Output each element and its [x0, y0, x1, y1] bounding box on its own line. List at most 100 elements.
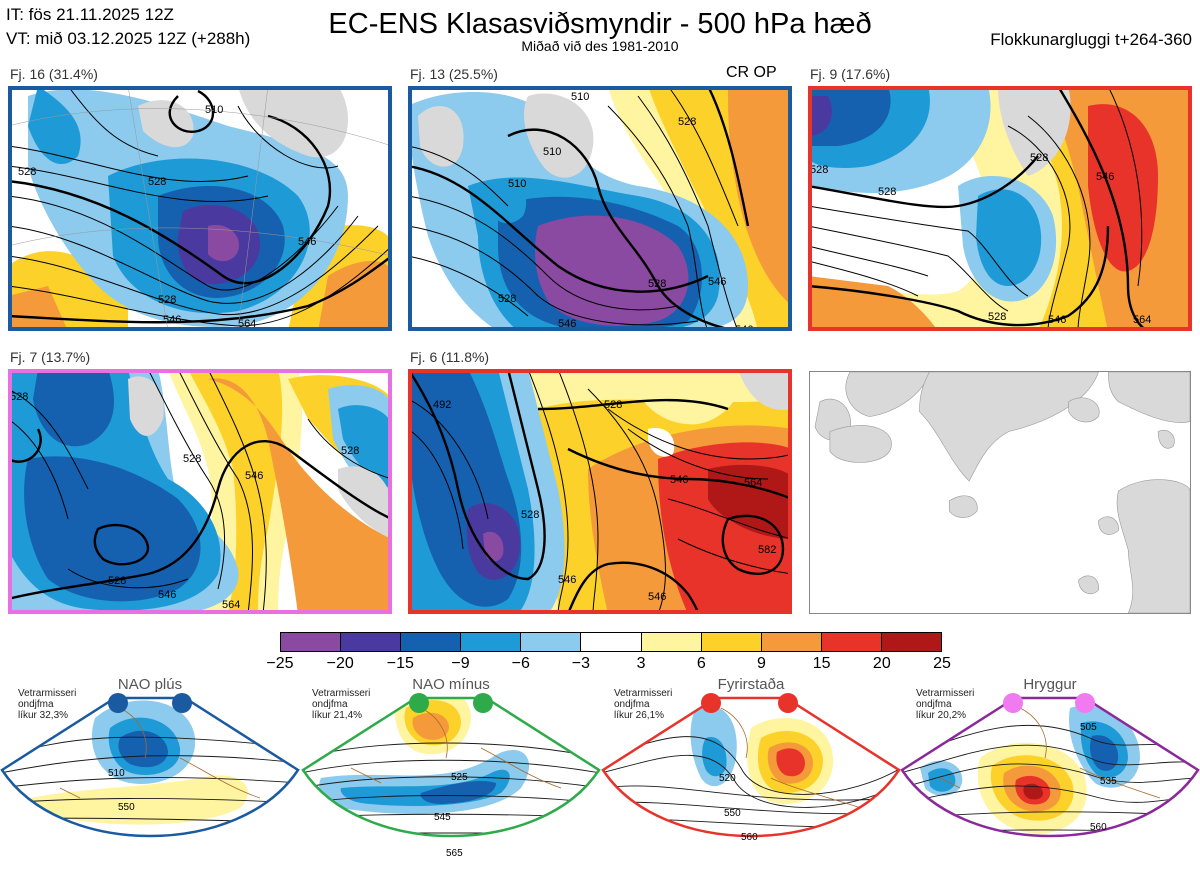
contour-label: 510	[571, 91, 590, 103]
contour-label: 546	[708, 276, 727, 288]
contour-label: 510	[108, 768, 125, 779]
page-subtitle: Miðað við des 1981-2010	[521, 38, 679, 54]
panel-4-label: Fj. 7 (13.7%)	[10, 349, 91, 365]
colorbar-tick-label: 25	[933, 655, 951, 672]
contour-label: 525	[451, 772, 468, 783]
colorbar-swatch	[821, 633, 882, 651]
colorbar-swatch	[281, 633, 342, 651]
contour-label: 528	[678, 116, 697, 128]
regime-ridge: 505 535 560	[900, 678, 1200, 878]
contour-label: 564	[222, 599, 241, 611]
colorbar-tick-label: −15	[386, 655, 414, 672]
panel-2-label: Fj. 13 (25.5%)	[410, 66, 498, 82]
cluster-map-1: 528 528 510 528 546 546 564	[8, 86, 392, 331]
contour-label: 546	[1048, 314, 1067, 326]
contour-label: 528	[648, 278, 667, 290]
colorbar-swatch	[461, 633, 522, 651]
colorbar-tick-label: 20	[872, 655, 891, 672]
colorbar-tick-label: 3	[636, 655, 646, 672]
page-title: EC-ENS Klasasviðsmyndir - 500 hPa hæð	[328, 8, 872, 40]
contour-label: 528	[521, 509, 540, 521]
contour-label: 546	[648, 591, 667, 603]
contour-label: 535	[1100, 776, 1117, 787]
contour-label: 528	[18, 166, 37, 178]
cluster-5-frame	[408, 369, 792, 614]
regime-title: NAO plús	[117, 676, 183, 693]
colorbar-swatch	[641, 633, 702, 651]
colorbar-swatch	[761, 633, 822, 651]
contour-label: 510	[508, 178, 527, 190]
contour-label: 528	[988, 311, 1007, 323]
colorbar-tick-label: −25	[266, 655, 294, 672]
contour-label: 546	[163, 314, 182, 326]
panel-2-tag: CR OP	[726, 64, 777, 81]
regime-title: Fyrirstaða	[717, 676, 785, 693]
contour-label: 546	[670, 474, 689, 486]
contour-label: 528	[878, 186, 897, 198]
contour-label: 528	[10, 391, 29, 403]
colorbar-tick-label: −3	[571, 655, 591, 672]
panel-3-label: Fj. 9 (17.6%)	[810, 66, 891, 82]
regime-note: Vetrarmisseri ondjfma líkur 32,3%	[18, 688, 77, 721]
contour-label: 564	[1133, 314, 1152, 326]
cluster-1-frame	[8, 86, 392, 331]
regime-title: Hryggur	[1023, 676, 1077, 693]
regime-title: NAO mínus	[412, 676, 490, 693]
contour-label: 546	[1096, 171, 1115, 183]
colorbar-swatch	[341, 633, 402, 651]
cluster-map-5: 492 528 528 546 546 564 582 546	[408, 369, 792, 614]
cluster-2-frame	[408, 86, 792, 331]
colorbar-tick-label: −6	[511, 655, 530, 672]
cluster-4-frame	[8, 369, 392, 614]
contour-label: 582	[758, 544, 777, 556]
contour-label: 528	[604, 399, 623, 411]
issue-time: IT: fös 21.11.2025 12Z	[6, 5, 174, 24]
regime-note: Vetrarmisseri ondjfma líkur 20,2%	[916, 688, 975, 721]
panel-1-label: Fj. 16 (31.4%)	[10, 66, 98, 82]
colorbar-swatch	[521, 633, 582, 651]
cluster-3-frame	[808, 86, 1192, 331]
contour-label: 528	[158, 294, 177, 306]
contour-label: 528	[810, 164, 829, 176]
colorbar-swatch	[881, 633, 942, 651]
panel-5-label: Fj. 6 (11.8%)	[410, 349, 490, 365]
regime-nao-plus: 510 550	[0, 678, 300, 878]
contour-label: 492	[433, 399, 452, 411]
regime-note: Vetrarmisseri ondjfma líkur 26,1%	[614, 688, 673, 721]
regime-note: Vetrarmisseri ondjfma líkur 21,4%	[312, 688, 371, 721]
contour-label: 510	[205, 104, 224, 116]
base-map	[809, 371, 1191, 614]
contour-label: 550	[724, 808, 741, 819]
contour-label: 528	[108, 575, 127, 587]
cluster-map-4: 528 528 528 546 546 564 528	[8, 369, 392, 614]
regime-blocking: 520 550 560	[601, 678, 901, 878]
colorbar-swatch	[401, 633, 462, 651]
contour-label: 560	[1090, 822, 1107, 833]
contour-label: 546	[245, 470, 264, 482]
contour-label: 550	[118, 802, 135, 813]
contour-label: 560	[741, 832, 758, 843]
colorbar-swatch	[581, 633, 642, 651]
contour-label: 546	[158, 589, 177, 601]
contour-label: 528	[183, 453, 202, 465]
colorbar-tick-label: −20	[326, 655, 354, 672]
colorbar-tick-label: 6	[696, 655, 706, 672]
contour-label: 528	[148, 176, 167, 188]
cluster-map-2: 510 510 510 528 528 528 546 546 546	[408, 86, 792, 331]
regime-nao-minus: 525 545 565	[301, 678, 601, 878]
colorbar-swatch	[701, 633, 762, 651]
contour-label: 564	[744, 477, 763, 489]
cluster-map-3: 528 528 528 528 546 546 564	[808, 86, 1192, 331]
contour-label: 505	[1080, 722, 1097, 733]
contour-label: 565	[446, 848, 463, 859]
contour-label: 545	[434, 812, 451, 823]
colorbar-tick-label: 9	[757, 655, 766, 672]
valid-time: VT: mið 03.12.2025 12Z (+288h)	[6, 29, 251, 48]
contour-label: 546	[298, 236, 317, 248]
colorbar	[280, 632, 942, 652]
colorbar-tick-label: −9	[451, 655, 470, 672]
contour-label: 528	[341, 445, 360, 457]
contour-label: 528	[1030, 152, 1049, 164]
contour-label: 520	[719, 773, 736, 784]
contour-label: 546	[558, 574, 577, 586]
